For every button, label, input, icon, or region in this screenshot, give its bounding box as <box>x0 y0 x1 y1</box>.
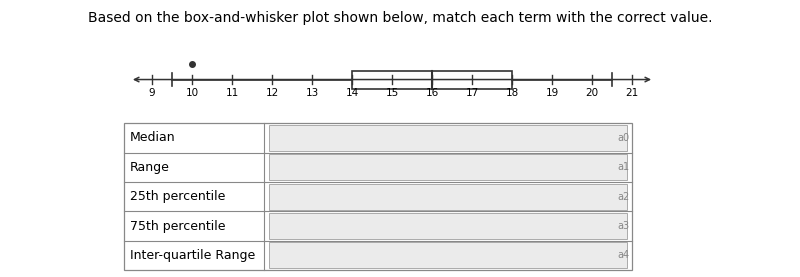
Text: 14: 14 <box>346 88 358 98</box>
Text: 75th percentile: 75th percentile <box>130 220 225 232</box>
Text: a0: a0 <box>618 133 630 143</box>
Text: Range: Range <box>130 161 170 174</box>
Text: 13: 13 <box>306 88 318 98</box>
Text: 16: 16 <box>426 88 438 98</box>
Text: Inter-quartile Range: Inter-quartile Range <box>130 249 255 262</box>
Text: 10: 10 <box>186 88 198 98</box>
Text: 19: 19 <box>546 88 558 98</box>
Bar <box>352 71 512 89</box>
Text: a1: a1 <box>618 162 630 172</box>
Text: 21: 21 <box>626 88 638 98</box>
Text: a3: a3 <box>618 221 630 231</box>
Text: 17: 17 <box>466 88 478 98</box>
Text: 25th percentile: 25th percentile <box>130 190 225 203</box>
Text: Median: Median <box>130 132 175 144</box>
Text: 11: 11 <box>226 88 238 98</box>
Text: 18: 18 <box>506 88 518 98</box>
Text: Based on the box-and-whisker plot shown below, match each term with the correct : Based on the box-and-whisker plot shown … <box>88 11 712 25</box>
Text: a2: a2 <box>618 192 630 202</box>
Text: 15: 15 <box>386 88 398 98</box>
Text: a4: a4 <box>618 250 630 260</box>
Text: 20: 20 <box>586 88 598 98</box>
Text: 12: 12 <box>266 88 278 98</box>
Text: 9: 9 <box>149 88 155 98</box>
